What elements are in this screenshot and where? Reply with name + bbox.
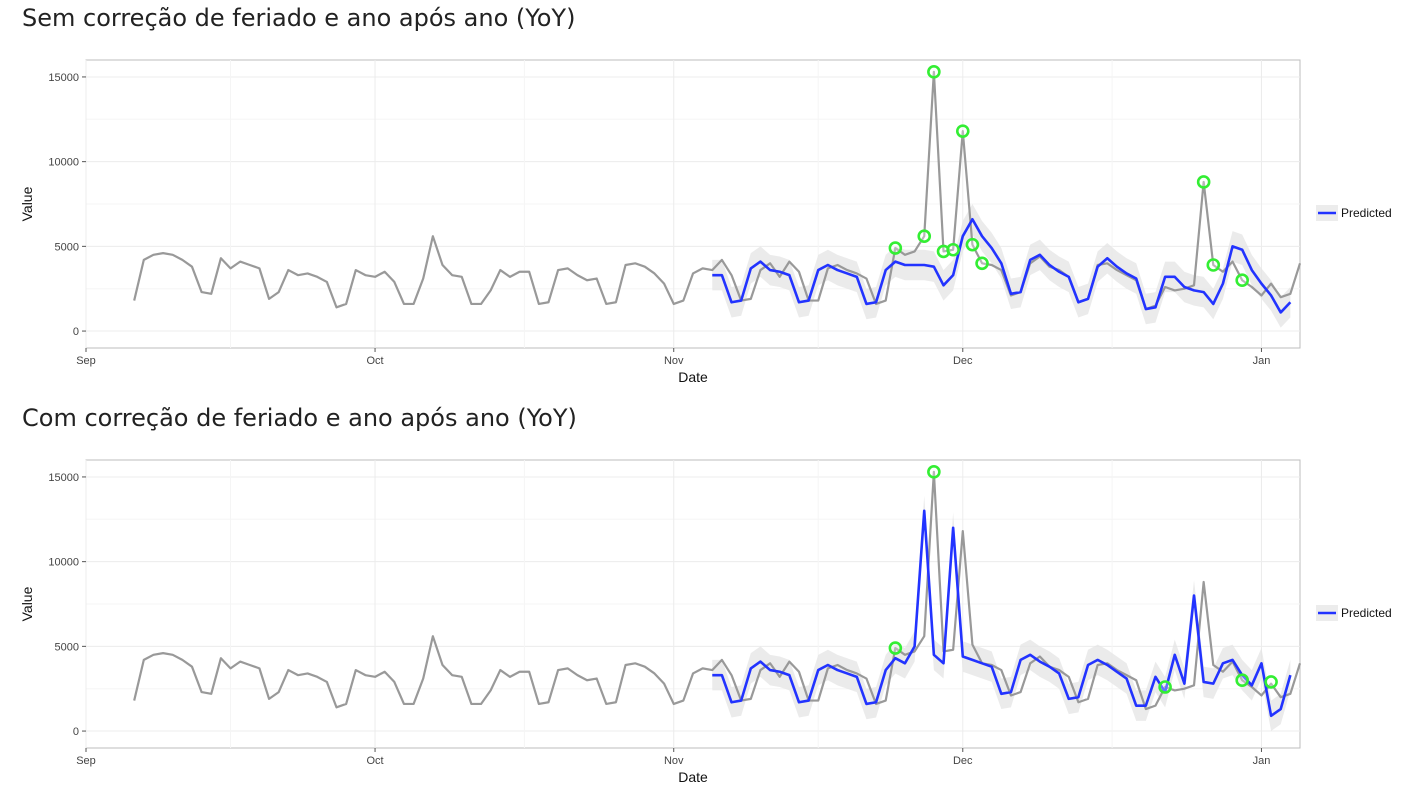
anomaly-point [955,124,970,138]
actual-series-line [133,70,1302,311]
y-tick-label: 0 [73,326,79,338]
chart-title-top: Sem correção de feriado e ano após ano (… [22,4,576,32]
anomaly-point [1206,258,1221,272]
x-tick-label: Sep [76,755,96,767]
x-tick-label: Oct [366,355,383,367]
anomaly-point [927,65,941,79]
anomaly-point [927,465,941,479]
legend-label-predicted: Predicted [1341,206,1392,220]
x-axis-title: Date [678,769,708,785]
anomaly-point [1158,680,1172,694]
legend: Predicted [1316,605,1392,621]
legend: Predicted [1316,205,1392,221]
predicted-series-line [712,509,1292,718]
x-tick-label: Sep [76,355,96,367]
anomaly-point [1264,675,1278,689]
y-axis-title: Value [19,186,35,221]
x-axis-title: Date [678,369,708,385]
anomaly-point [917,229,932,243]
x-tick-label: Jan [1253,755,1271,767]
y-tick-label: 10000 [48,157,79,169]
chart-title-bottom: Com correção de feriado e ano após ano (… [22,404,577,432]
y-tick-label: 5000 [55,241,79,253]
predicted-series-line [712,217,1292,314]
x-tick-label: Nov [664,355,684,367]
chart-bottom-with-holiday-correction: 0 5000 10000 15000 Sep Oct Nov Dec Jan Date Value P… [19,459,1392,785]
x-tick-label: Dec [953,355,973,367]
prediction-band [712,495,1291,732]
anomaly-point [1235,673,1249,688]
anomaly-point [946,242,960,257]
gridlines [85,460,1300,748]
y-axis-title: Value [19,586,35,621]
anomaly-point [965,237,980,252]
y-tick-label: 0 [73,726,79,738]
x-tick-label: Jan [1253,355,1271,367]
anomaly-point [975,256,989,271]
y-tick-label: 10000 [48,557,79,569]
anomaly-point [1196,175,1211,189]
y-tick-label: 5000 [55,641,79,653]
legend-label-predicted: Predicted [1341,606,1392,620]
x-tick-label: Oct [366,755,383,767]
anomaly-markers [888,465,1278,694]
y-tick-label: 15000 [48,472,79,484]
anomaly-point [888,641,903,655]
chart-top-no-holiday-correction: 0 5000 10000 15000 Sep Oct Nov Dec Jan Date Value P… [19,59,1392,385]
y-tick-label: 15000 [48,72,79,84]
anomaly-markers [888,65,1249,288]
gridlines [85,60,1300,348]
x-tick-label: Nov [664,755,684,767]
anomaly-point [1235,273,1249,288]
anomaly-point [888,241,903,255]
x-tick-label: Dec [953,755,973,767]
